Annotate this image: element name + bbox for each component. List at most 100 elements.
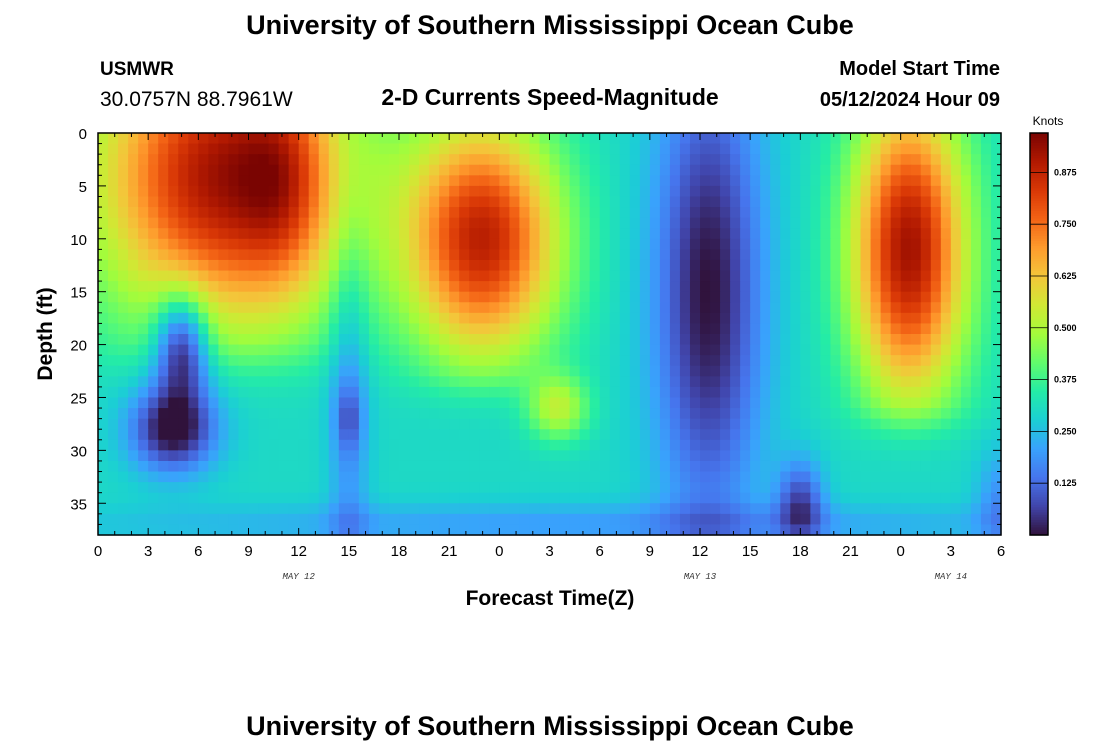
heatmap-cell <box>760 334 771 346</box>
heatmap-cell <box>228 524 240 536</box>
heatmap-cell <box>800 154 811 166</box>
heatmap-cell <box>118 291 129 303</box>
heatmap-cell <box>238 270 250 282</box>
heatmap-cell <box>750 228 761 240</box>
heatmap-cell <box>469 175 480 187</box>
heatmap-cell <box>990 513 1002 526</box>
heatmap-cell <box>208 355 219 367</box>
heatmap-cell <box>118 164 129 176</box>
heatmap-cell <box>940 397 952 409</box>
heatmap-cell <box>409 513 420 526</box>
heatmap-cell <box>990 259 1002 272</box>
heatmap-cell <box>970 408 982 420</box>
colorbar-swatch <box>1030 439 1048 443</box>
heatmap-cell <box>198 270 209 282</box>
heatmap-cell <box>940 460 952 473</box>
colorbar-swatch <box>1030 308 1048 312</box>
heatmap-cell <box>840 429 852 441</box>
heatmap-cell <box>970 524 982 536</box>
heatmap-cell <box>539 386 551 399</box>
heatmap-cell <box>679 513 691 526</box>
heatmap-cell <box>900 492 912 504</box>
heatmap-cell <box>338 217 350 229</box>
heatmap-cell <box>710 196 721 208</box>
heatmap-cell <box>780 228 791 240</box>
heatmap-cell <box>880 291 892 303</box>
heatmap-cell <box>659 154 671 166</box>
heatmap-cell <box>940 175 952 187</box>
heatmap-cell <box>449 175 460 187</box>
heatmap-cell <box>429 238 440 250</box>
heatmap-cell <box>208 217 219 229</box>
heatmap-cell <box>890 334 902 346</box>
heatmap-cell <box>459 513 470 526</box>
heatmap-cell <box>569 196 581 208</box>
heatmap-cell <box>669 344 681 356</box>
colorbar-swatch <box>1030 497 1048 501</box>
heatmap-cell <box>419 207 430 219</box>
heatmap-cell <box>700 164 711 176</box>
heatmap-cell <box>609 355 621 367</box>
heatmap-cell <box>459 355 470 367</box>
x-tick-label: 0 <box>495 543 503 560</box>
heatmap-cell <box>619 228 631 240</box>
heatmap-cell <box>178 408 189 420</box>
heatmap-cell <box>128 365 139 377</box>
heatmap-cell <box>208 207 219 219</box>
heatmap-cell <box>549 450 561 462</box>
heatmap-cell <box>489 164 500 176</box>
heatmap-cell <box>218 513 230 526</box>
heatmap-cell <box>188 249 199 261</box>
heatmap-cell <box>930 185 942 198</box>
heatmap-cell <box>599 439 611 451</box>
heatmap-cell <box>609 238 621 250</box>
heatmap-cell <box>810 513 821 526</box>
heatmap-cell <box>298 418 310 430</box>
heatmap-cell <box>338 133 350 145</box>
heatmap-cell <box>519 355 531 367</box>
heatmap-cell <box>278 482 290 494</box>
heatmap-cell <box>539 524 551 536</box>
heatmap-cell <box>820 249 832 261</box>
heatmap-cell <box>559 207 571 219</box>
heatmap-cell <box>188 259 199 272</box>
heatmap-cell <box>529 164 541 176</box>
heatmap-cell <box>318 355 330 367</box>
heatmap-cell <box>700 207 711 219</box>
heatmap-cell <box>158 259 169 272</box>
colorbar-swatch <box>1030 452 1048 456</box>
heatmap-cell <box>378 154 390 166</box>
heatmap-cell <box>950 164 962 176</box>
heatmap-cell <box>760 270 771 282</box>
heatmap-cell <box>780 207 791 219</box>
heatmap-cell <box>890 418 902 430</box>
heatmap-cell <box>559 503 571 515</box>
heatmap-cell <box>980 482 992 494</box>
heatmap-cell <box>148 355 159 367</box>
heatmap-cell <box>830 397 842 409</box>
heatmap-cell <box>128 281 139 293</box>
heatmap-cell <box>509 323 520 335</box>
heatmap-cell <box>158 323 169 335</box>
heatmap-cell <box>178 471 189 483</box>
heatmap-cell <box>669 503 681 515</box>
heatmap-cell <box>358 408 370 420</box>
heatmap-cell <box>178 355 189 367</box>
heatmap-cell <box>619 312 631 325</box>
heatmap-cell <box>378 175 390 187</box>
x-tick-label: 3 <box>144 543 152 560</box>
heatmap-cell <box>790 175 801 187</box>
heatmap-cell <box>429 376 440 388</box>
heatmap-cell <box>780 386 791 399</box>
heatmap-cell <box>569 185 581 198</box>
heatmap-cell <box>619 408 631 420</box>
heatmap-cell <box>228 164 240 176</box>
heatmap-cell <box>890 270 902 282</box>
heatmap-cell <box>669 397 681 409</box>
heatmap-cell <box>639 334 651 346</box>
heatmap-cell <box>740 249 751 261</box>
heatmap-cell <box>589 217 601 229</box>
heatmap-cell <box>760 291 771 303</box>
heatmap-cell <box>348 429 360 441</box>
heatmap-cell <box>830 471 842 483</box>
